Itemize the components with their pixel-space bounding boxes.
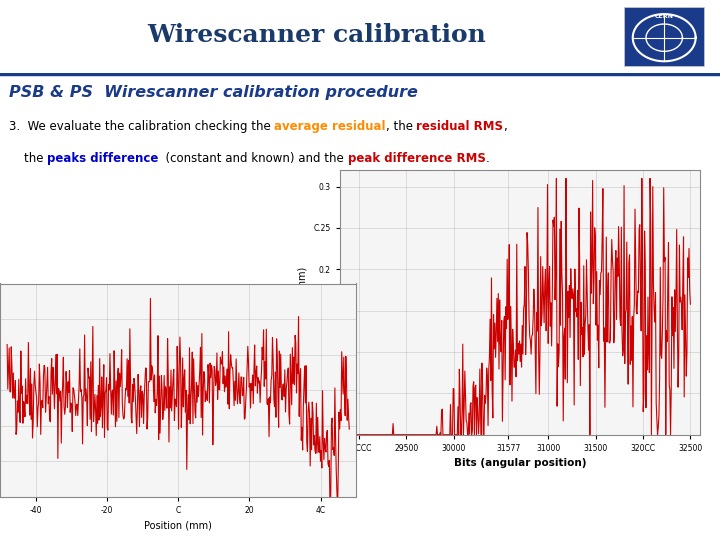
Text: ,: , bbox=[503, 120, 507, 133]
Text: average residual: average residual bbox=[274, 120, 386, 133]
Text: residual RMS: residual RMS bbox=[416, 120, 503, 133]
X-axis label: Bits (angular position): Bits (angular position) bbox=[454, 458, 586, 468]
Text: peak difference RMS: peak difference RMS bbox=[348, 152, 485, 165]
Text: , the: , the bbox=[386, 120, 416, 133]
Text: 10/03/2016: 10/03/2016 bbox=[9, 515, 76, 528]
X-axis label: Position (mm): Position (mm) bbox=[144, 521, 212, 530]
Text: Wirescanner calibration: Wirescanner calibration bbox=[148, 23, 486, 47]
FancyBboxPatch shape bbox=[624, 6, 704, 66]
Text: 3.  We evaluate the calibration checking the: 3. We evaluate the calibration checking … bbox=[9, 120, 274, 133]
Text: 20: 20 bbox=[696, 515, 711, 528]
Text: Emiliano Piselli: Emiliano Piselli bbox=[316, 515, 404, 528]
Text: the: the bbox=[9, 152, 47, 165]
Text: .: . bbox=[485, 152, 490, 165]
Text: peaks difference: peaks difference bbox=[47, 152, 158, 165]
Text: (constant and known) and the: (constant and known) and the bbox=[158, 152, 348, 165]
Y-axis label: Residual (mm): Residual (mm) bbox=[298, 267, 308, 338]
Text: PSB & PS  Wirescanner calibration procedure: PSB & PS Wirescanner calibration procedu… bbox=[9, 85, 418, 100]
Text: CERN: CERN bbox=[654, 14, 674, 19]
